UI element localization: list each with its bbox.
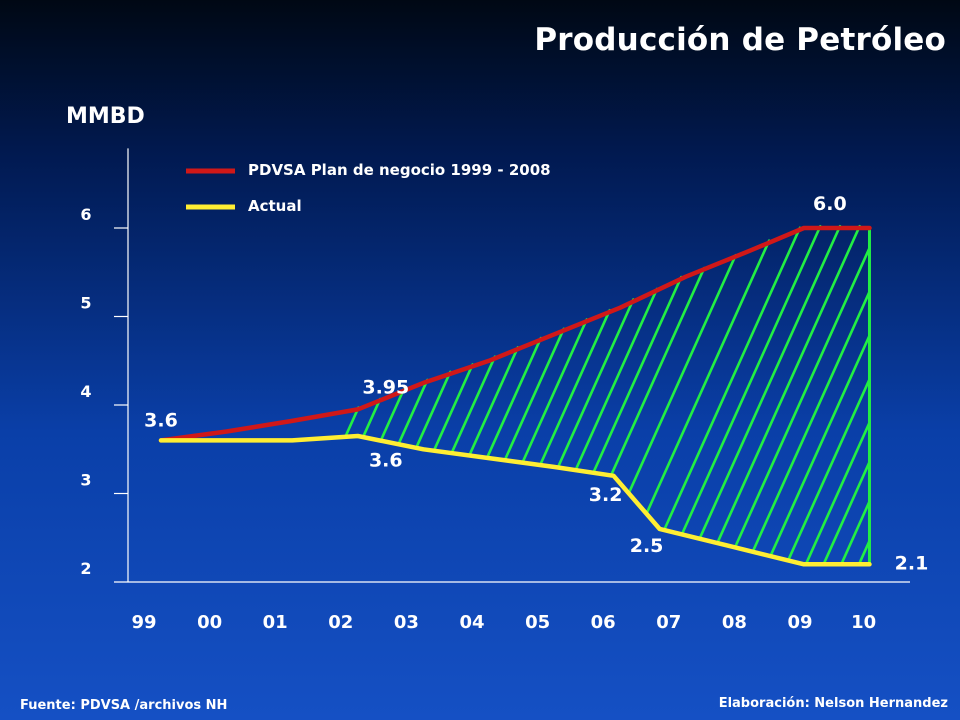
hatch-line <box>397 378 429 446</box>
hatch-line <box>592 275 683 475</box>
hatch-line <box>609 266 706 477</box>
hatch-line <box>344 406 360 439</box>
hatch-line <box>698 224 842 541</box>
hatch-line <box>450 355 497 455</box>
hatch-line <box>839 500 871 566</box>
hatch-line <box>574 287 659 472</box>
actual-series-line <box>158 433 872 567</box>
x-tick-label: 07 <box>656 612 681 633</box>
data-label: 3.2 <box>589 484 623 506</box>
hatch-line <box>485 336 543 460</box>
legend: PDVSA Plan de negocio 1999 - 2008 Actual <box>186 161 551 215</box>
chart-title: Producción de Petróleo <box>534 22 946 58</box>
gap-hatch <box>344 224 871 566</box>
x-tick-label: 05 <box>525 612 550 633</box>
hatch-line <box>361 397 382 439</box>
x-tick-label: 08 <box>722 612 747 633</box>
x-tick-label: 00 <box>197 612 222 633</box>
x-tick-label: 02 <box>328 612 353 633</box>
x-tick-label: 03 <box>394 612 419 633</box>
hatch-line <box>733 246 871 549</box>
plan-series-line <box>158 225 872 443</box>
hatch-line <box>662 226 802 532</box>
chart-series <box>158 225 872 567</box>
hatch-line <box>432 363 474 452</box>
hatch-line <box>379 388 406 442</box>
hatch-line <box>468 346 520 457</box>
hatch-line <box>769 334 871 558</box>
x-tick-label: 10 <box>851 612 876 633</box>
data-label: 3.6 <box>369 449 403 471</box>
data-label: 2.1 <box>895 552 929 574</box>
x-tick-label: 04 <box>459 612 484 633</box>
credit-note: Elaboración: Nelson Hernandez <box>718 696 948 711</box>
hatch-line <box>715 224 861 545</box>
hatch-line <box>556 298 635 469</box>
x-tick-label: 01 <box>263 612 288 633</box>
data-label: 2.5 <box>630 535 664 557</box>
hatch-line <box>414 370 452 450</box>
y-axis-unit-label: MMBD <box>66 104 145 129</box>
data-labels: 3.6 3.95 3.6 6.0 3.2 2.5 2.1 <box>144 193 928 574</box>
legend-label-actual: Actual <box>248 197 302 215</box>
hatch-line <box>627 253 737 495</box>
hatch-line <box>538 308 612 467</box>
data-label: 3.6 <box>144 409 178 431</box>
hatch-line <box>521 318 589 464</box>
legend-label-plan: PDVSA Plan de negocio 1999 - 2008 <box>248 161 551 179</box>
x-tick-label: 09 <box>787 612 812 633</box>
y-tick-label: 4 <box>80 382 91 401</box>
hatch-line <box>645 239 771 516</box>
hatch-line <box>804 421 871 566</box>
data-label: 3.95 <box>362 376 409 398</box>
chart-axes: 2 3 4 5 6 99 00 01 02 03 04 05 06 07 08 09 10 <box>80 148 910 633</box>
hatch-line <box>786 378 871 562</box>
y-tick-label: 5 <box>80 294 91 313</box>
y-tick-label: 3 <box>80 471 91 490</box>
data-label: 6.0 <box>813 193 847 215</box>
hatch-line <box>680 224 822 536</box>
x-tick-label: 06 <box>591 612 616 633</box>
hatch-line <box>503 327 566 462</box>
hatch-line <box>857 539 871 566</box>
x-tick-label: 99 <box>131 612 156 633</box>
y-tick-label: 6 <box>80 205 91 224</box>
hatch-line <box>822 460 871 566</box>
source-note: Fuente: PDVSA /archivos NH <box>20 698 228 713</box>
y-tick-label: 2 <box>80 559 91 578</box>
hatch-line <box>751 290 871 554</box>
